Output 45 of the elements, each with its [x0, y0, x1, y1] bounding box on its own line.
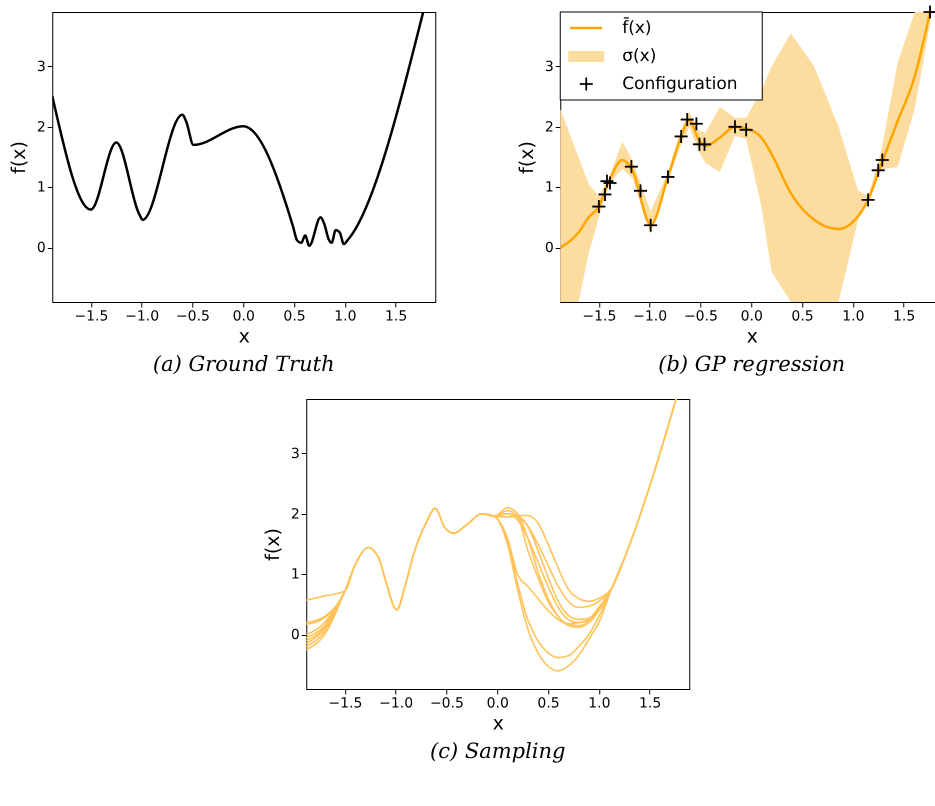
- x-axis-title: x: [238, 326, 250, 348]
- y-tick-label: 0: [36, 240, 46, 256]
- x-tick-label: 1.0: [842, 308, 864, 324]
- y-tick-label: 1: [36, 180, 46, 196]
- x-tick-label: −0.5: [176, 308, 210, 324]
- y-axis-title: f(x): [262, 528, 284, 561]
- x-axis-title: x: [492, 712, 504, 734]
- y-tick-label: 1: [544, 180, 554, 196]
- x-tick-label: 1.0: [334, 308, 356, 324]
- x-tick-label: 0.0: [740, 308, 763, 324]
- x-tick-label: −1.0: [633, 308, 668, 324]
- x-tick-label: −1.5: [328, 696, 362, 712]
- x-tick-label: 1.5: [638, 696, 662, 712]
- y-tick-label: 0: [290, 627, 300, 644]
- legend-label: Configuration: [622, 74, 738, 94]
- x-tick-label: 0.0: [486, 696, 509, 712]
- x-tick-label: 1.5: [384, 308, 408, 324]
- y-axis-title: f(x): [516, 141, 538, 174]
- x-tick-label: −1.0: [379, 696, 414, 712]
- y-tick-label: 2: [544, 119, 554, 136]
- y-tick-label: 3: [544, 58, 554, 75]
- text: (c) Sampling: [430, 739, 566, 763]
- x-tick-label: 0.5: [791, 308, 814, 324]
- x-tick-label: −0.5: [430, 696, 464, 712]
- x-tick-label: −1.0: [125, 308, 160, 324]
- text: (a) Ground Truth: [152, 352, 335, 376]
- x-tick-label: 0.5: [537, 696, 560, 712]
- y-axis-title: f(x): [8, 141, 30, 174]
- x-tick-label: −1.5: [74, 308, 108, 324]
- y-tick-label: 2: [290, 506, 300, 522]
- x-tick-label: 0.0: [232, 308, 255, 324]
- y-tick-label: 2: [36, 119, 46, 136]
- legend-label: σ(x): [622, 46, 656, 66]
- y-tick-label: 1: [290, 566, 300, 583]
- x-tick-label: 1.0: [588, 696, 610, 712]
- x-tick-label: 1.5: [892, 308, 916, 324]
- y-tick-label: 3: [290, 446, 300, 462]
- y-tick-label: 3: [36, 58, 46, 75]
- x-axis-title: x: [746, 326, 758, 348]
- x-tick-label: −0.5: [684, 308, 718, 324]
- text: (b) GP regression: [658, 352, 846, 376]
- y-tick-label: 0: [544, 240, 554, 256]
- x-tick-label: 0.5: [283, 308, 306, 324]
- legend-label: f̄(x): [622, 16, 652, 38]
- x-tick-label: −1.5: [582, 308, 616, 324]
